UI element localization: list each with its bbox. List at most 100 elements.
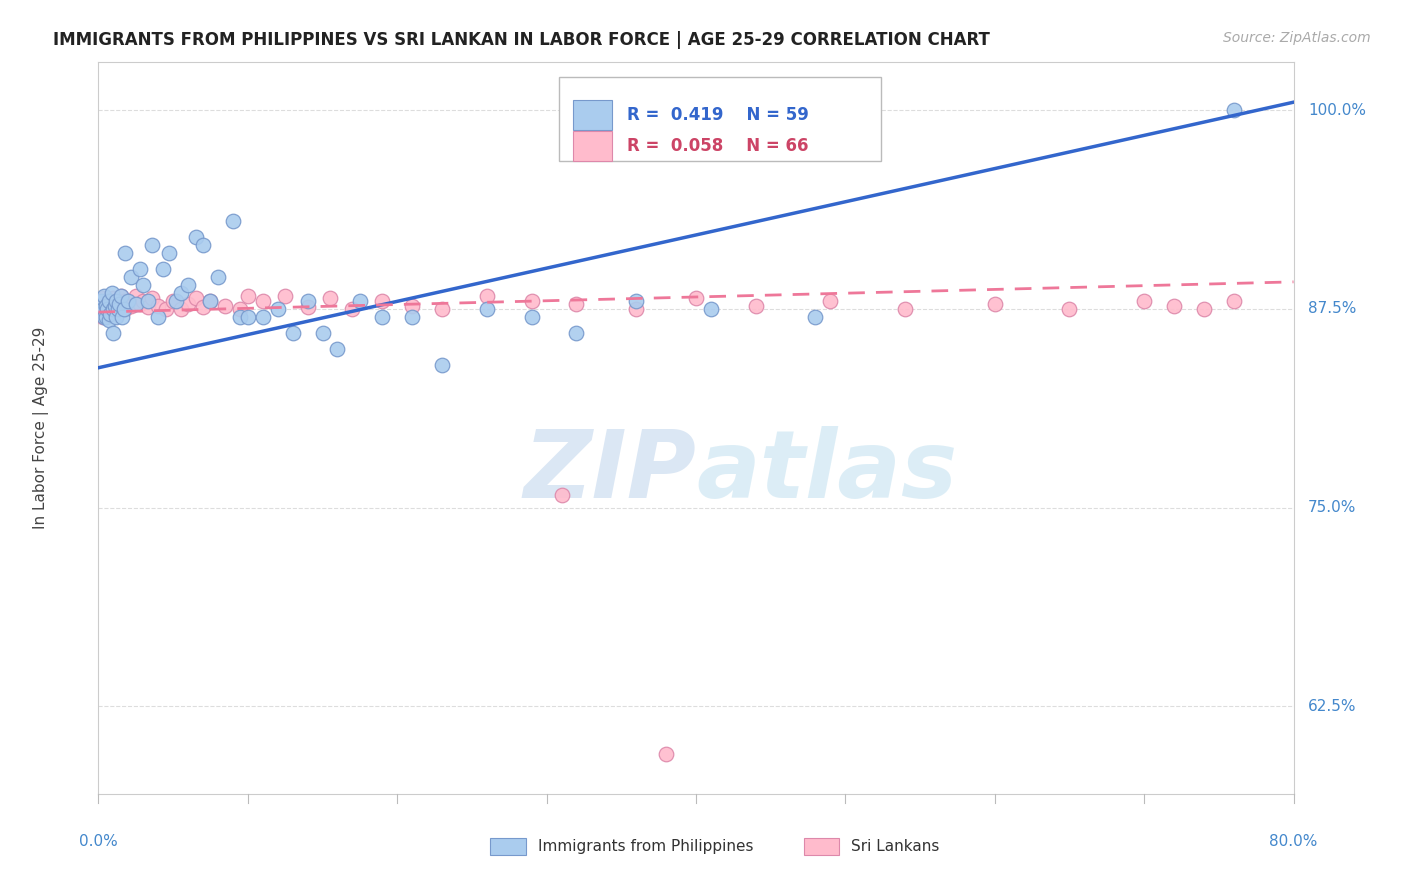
Point	[157, 246, 180, 260]
Point	[626, 293, 648, 308]
Point	[236, 310, 259, 324]
Point	[207, 270, 229, 285]
Point	[90, 293, 112, 308]
Point	[229, 301, 252, 316]
Point	[152, 262, 174, 277]
Point	[114, 301, 136, 316]
Point	[148, 299, 170, 313]
Point	[319, 291, 342, 305]
Point	[98, 307, 122, 321]
Point	[91, 310, 114, 324]
Point	[162, 293, 184, 308]
Point	[804, 310, 827, 324]
Point	[1223, 103, 1246, 117]
Point	[371, 293, 394, 308]
Text: ZIP: ZIP	[523, 426, 696, 518]
Point	[96, 293, 118, 308]
Point	[401, 299, 423, 313]
Text: 0.0%: 0.0%	[79, 834, 118, 849]
Point	[148, 310, 170, 324]
Point	[105, 310, 128, 324]
Point	[91, 301, 114, 316]
Point	[177, 278, 200, 293]
Point	[1059, 301, 1081, 316]
Point	[155, 301, 177, 316]
Point	[200, 293, 222, 308]
Point	[1163, 299, 1185, 313]
Point	[107, 301, 129, 316]
Text: In Labor Force | Age 25-29: In Labor Force | Age 25-29	[34, 327, 49, 529]
Point	[129, 297, 152, 311]
Point	[252, 293, 274, 308]
Point	[565, 297, 588, 311]
Point	[520, 310, 543, 324]
Point	[97, 301, 120, 316]
Point	[96, 299, 118, 313]
Point	[349, 293, 371, 308]
Point	[700, 301, 723, 316]
Point	[894, 301, 917, 316]
FancyBboxPatch shape	[804, 838, 839, 855]
Point	[97, 293, 120, 308]
Point	[111, 310, 134, 324]
Text: Immigrants from Philippines: Immigrants from Philippines	[538, 839, 754, 854]
Point	[129, 262, 152, 277]
Point	[93, 310, 115, 324]
Point	[110, 289, 132, 303]
Point	[342, 301, 364, 316]
Text: 62.5%: 62.5%	[1308, 699, 1357, 714]
Text: R =  0.058    N = 66: R = 0.058 N = 66	[627, 137, 808, 155]
Point	[252, 310, 274, 324]
Text: Source: ZipAtlas.com: Source: ZipAtlas.com	[1223, 31, 1371, 45]
Point	[177, 297, 200, 311]
Point	[103, 301, 125, 316]
Point	[94, 293, 117, 308]
Point	[125, 297, 148, 311]
Point	[120, 270, 142, 285]
Text: R =  0.419    N = 59: R = 0.419 N = 59	[627, 106, 808, 124]
Text: 80.0%: 80.0%	[1270, 834, 1317, 849]
Point	[105, 293, 128, 308]
Point	[136, 293, 159, 308]
Point	[229, 310, 252, 324]
Point	[267, 301, 290, 316]
Point	[475, 301, 498, 316]
Point	[626, 301, 648, 316]
Point	[132, 293, 155, 308]
Point	[655, 747, 678, 761]
Point	[169, 301, 191, 316]
Point	[550, 488, 572, 502]
Point	[94, 310, 117, 324]
Point	[112, 301, 135, 316]
Point	[565, 326, 588, 340]
Text: 87.5%: 87.5%	[1308, 301, 1357, 317]
FancyBboxPatch shape	[572, 100, 613, 130]
Point	[107, 301, 129, 316]
FancyBboxPatch shape	[572, 131, 613, 161]
Point	[191, 238, 214, 252]
Point	[297, 301, 319, 315]
Point	[93, 301, 115, 316]
Point	[141, 238, 163, 252]
Point	[430, 358, 453, 372]
Point	[103, 291, 125, 305]
Text: 75.0%: 75.0%	[1308, 500, 1357, 516]
Point	[281, 326, 304, 340]
Point	[401, 310, 423, 324]
FancyBboxPatch shape	[558, 77, 882, 161]
Text: 100.0%: 100.0%	[1308, 103, 1365, 118]
Point	[96, 301, 118, 316]
Point	[371, 310, 394, 324]
Point	[97, 313, 120, 327]
Point	[111, 301, 134, 315]
Point	[184, 291, 207, 305]
Point	[1192, 301, 1215, 316]
Point	[191, 301, 214, 315]
Point	[326, 342, 349, 356]
Point	[89, 293, 111, 308]
Point	[117, 293, 139, 308]
Point	[101, 297, 124, 311]
Point	[136, 301, 159, 315]
Point	[125, 289, 148, 303]
Point	[104, 299, 127, 313]
